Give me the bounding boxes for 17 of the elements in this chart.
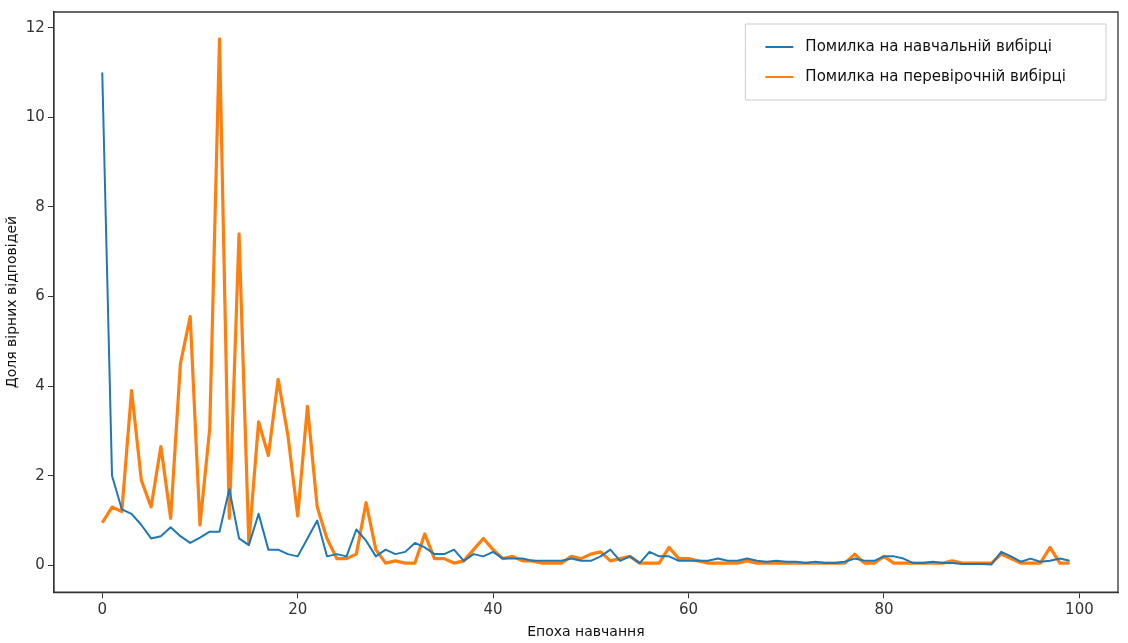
y-tick-label: 12: [25, 17, 45, 36]
x-tick-label: 0: [97, 600, 108, 619]
x-tick-label: 60: [679, 600, 699, 619]
x-tick-label: 40: [483, 600, 503, 619]
y-tick-label: 4: [35, 376, 45, 394]
y-tick-label: 0: [35, 555, 45, 574]
x-tick-label: 100: [1065, 600, 1094, 619]
legend-label: Помилка на навчальній вибірці: [805, 36, 1052, 55]
y-tick-label: 2: [35, 465, 45, 484]
y-tick-label: 10: [25, 107, 45, 126]
legend-label: Помилка на перевірочній вибірці: [805, 66, 1067, 85]
y-tick-label: 8: [35, 196, 45, 215]
x-tick-label: 80: [874, 600, 894, 619]
y-tick-label: 6: [35, 286, 45, 305]
x-tick-label: 20: [288, 600, 308, 619]
y-axis-title: Доля вірних відповідей: [3, 215, 20, 389]
x-axis-title: Епоха навчання: [527, 623, 645, 640]
